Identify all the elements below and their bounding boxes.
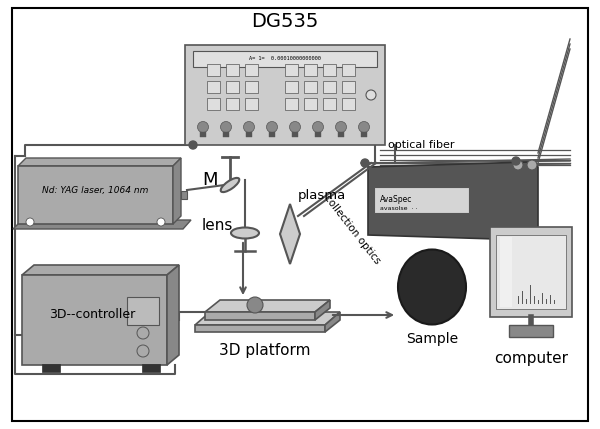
- Circle shape: [26, 218, 34, 226]
- Text: avasolse  · ·: avasolse · ·: [380, 206, 418, 211]
- Polygon shape: [500, 237, 512, 307]
- Polygon shape: [200, 132, 206, 137]
- Polygon shape: [195, 325, 325, 332]
- Polygon shape: [315, 132, 321, 137]
- Circle shape: [189, 141, 197, 149]
- Text: 3D platform: 3D platform: [219, 342, 311, 357]
- Text: M: M: [202, 171, 218, 189]
- Polygon shape: [205, 312, 315, 320]
- Polygon shape: [269, 132, 275, 137]
- Text: Nd: YAG laser, 1064 nm: Nd: YAG laser, 1064 nm: [43, 187, 149, 196]
- Polygon shape: [342, 64, 355, 76]
- Circle shape: [361, 159, 369, 167]
- Polygon shape: [285, 98, 298, 110]
- Polygon shape: [207, 64, 220, 76]
- Polygon shape: [280, 204, 300, 264]
- Polygon shape: [18, 158, 181, 166]
- Polygon shape: [245, 81, 258, 93]
- Polygon shape: [226, 98, 239, 110]
- Polygon shape: [142, 364, 160, 372]
- Circle shape: [335, 121, 347, 133]
- Polygon shape: [127, 297, 159, 325]
- Circle shape: [313, 121, 323, 133]
- Ellipse shape: [221, 178, 239, 192]
- Polygon shape: [285, 81, 298, 93]
- Polygon shape: [374, 187, 469, 213]
- Circle shape: [221, 121, 232, 133]
- Polygon shape: [509, 325, 553, 337]
- Text: lens: lens: [202, 218, 233, 233]
- Text: optical fiber: optical fiber: [388, 140, 455, 150]
- Polygon shape: [246, 132, 252, 137]
- Polygon shape: [181, 191, 187, 199]
- Circle shape: [137, 345, 149, 357]
- Polygon shape: [323, 64, 336, 76]
- Polygon shape: [205, 300, 330, 312]
- Polygon shape: [304, 64, 317, 76]
- Ellipse shape: [231, 227, 259, 239]
- Polygon shape: [226, 64, 239, 76]
- Circle shape: [290, 121, 301, 133]
- Polygon shape: [22, 275, 167, 365]
- Circle shape: [157, 218, 165, 226]
- Ellipse shape: [398, 250, 466, 324]
- Circle shape: [137, 327, 149, 339]
- Polygon shape: [292, 132, 298, 137]
- Polygon shape: [245, 64, 258, 76]
- Circle shape: [527, 160, 537, 170]
- Text: collection optics: collection optics: [322, 193, 382, 266]
- Polygon shape: [304, 98, 317, 110]
- Polygon shape: [207, 98, 220, 110]
- Polygon shape: [323, 81, 336, 93]
- Polygon shape: [207, 81, 220, 93]
- Polygon shape: [173, 158, 181, 224]
- Circle shape: [244, 121, 254, 133]
- Polygon shape: [223, 132, 229, 137]
- Polygon shape: [315, 300, 330, 320]
- Polygon shape: [304, 81, 317, 93]
- Polygon shape: [185, 45, 385, 145]
- Polygon shape: [323, 98, 336, 110]
- Circle shape: [266, 121, 277, 133]
- Polygon shape: [226, 81, 239, 93]
- Polygon shape: [325, 312, 340, 332]
- Polygon shape: [42, 364, 60, 372]
- Polygon shape: [368, 162, 538, 240]
- Polygon shape: [167, 265, 179, 365]
- Text: 3D--controller: 3D--controller: [49, 308, 135, 321]
- Polygon shape: [13, 220, 191, 229]
- Polygon shape: [18, 166, 173, 224]
- Circle shape: [512, 157, 520, 165]
- Text: Sample: Sample: [406, 332, 458, 346]
- Polygon shape: [342, 81, 355, 93]
- Circle shape: [247, 297, 263, 313]
- Text: DG535: DG535: [251, 12, 319, 31]
- Circle shape: [366, 90, 376, 100]
- Polygon shape: [285, 64, 298, 76]
- Polygon shape: [245, 98, 258, 110]
- Circle shape: [359, 121, 370, 133]
- Polygon shape: [22, 265, 179, 275]
- Text: A= 1=  0.00010000000000: A= 1= 0.00010000000000: [249, 57, 321, 61]
- Polygon shape: [496, 235, 566, 309]
- Circle shape: [513, 160, 523, 170]
- Polygon shape: [361, 132, 367, 137]
- Polygon shape: [195, 312, 340, 325]
- Circle shape: [197, 121, 209, 133]
- Text: AvaSpec: AvaSpec: [380, 194, 412, 203]
- Text: plasma: plasma: [298, 190, 346, 202]
- Text: computer: computer: [494, 351, 568, 366]
- Polygon shape: [338, 132, 344, 137]
- Polygon shape: [342, 98, 355, 110]
- Polygon shape: [490, 227, 572, 317]
- Polygon shape: [193, 51, 377, 67]
